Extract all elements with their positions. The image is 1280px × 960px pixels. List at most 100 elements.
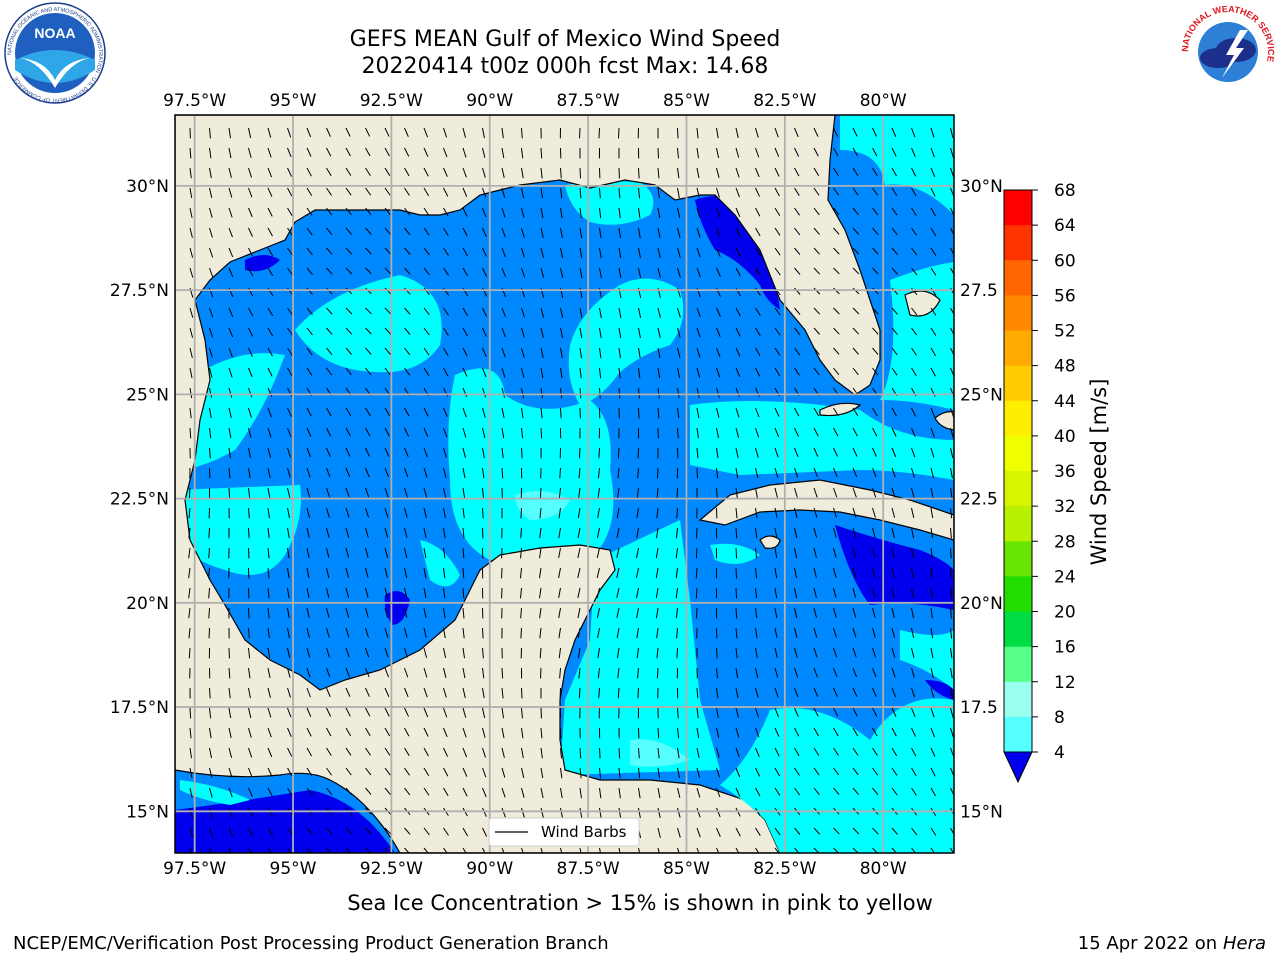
wind-barb — [833, 167, 839, 176]
wind-barb — [365, 527, 369, 538]
wind-barb — [520, 507, 522, 519]
wind-barb — [228, 367, 233, 378]
wind-barb — [560, 387, 563, 399]
wind-barb — [695, 607, 698, 619]
wind-barb — [813, 327, 821, 335]
wind-barb — [189, 747, 193, 759]
wind-barb — [558, 607, 561, 619]
wind-barb — [345, 467, 351, 478]
wind-barb — [657, 727, 660, 739]
wind-barb — [813, 767, 820, 776]
wind-barb — [404, 227, 411, 236]
wind-barb — [774, 607, 778, 619]
wind-barb — [540, 307, 545, 318]
wind-barb — [872, 267, 879, 275]
wind-barb — [656, 507, 659, 519]
wind-barb — [326, 847, 332, 853]
wind-barb — [911, 847, 917, 853]
wind-barb — [443, 707, 448, 718]
wind-barb — [755, 847, 760, 853]
wind-barb — [521, 247, 525, 258]
wind-barb — [540, 727, 543, 739]
wind-barb — [950, 727, 954, 738]
wind-barb — [852, 547, 857, 558]
wind-barb — [656, 627, 659, 639]
wind-barb — [677, 247, 681, 258]
wind-barb — [558, 647, 561, 659]
wind-barb — [618, 207, 621, 219]
wind-barb — [930, 567, 933, 579]
colorbar-tick-label: 4 — [1054, 743, 1065, 763]
wind-barb — [579, 327, 583, 339]
wind-barb — [852, 407, 859, 416]
wind-barb — [404, 247, 411, 255]
wind-barb — [345, 647, 350, 658]
wind-barb — [774, 427, 780, 438]
wind-barb — [891, 747, 898, 757]
wind-barb — [891, 547, 895, 558]
wind-barb — [655, 527, 659, 539]
wind-barb — [209, 407, 212, 419]
wind-barb — [501, 427, 505, 439]
wind-barb — [345, 827, 353, 835]
wind-barb — [248, 327, 254, 337]
wind-barb — [794, 407, 800, 417]
wind-barb — [774, 487, 778, 498]
wind-barb — [404, 487, 409, 498]
wind-barb — [911, 587, 914, 599]
wind-barb — [813, 167, 820, 177]
wind-barb — [267, 607, 270, 619]
wind-barb — [365, 467, 370, 478]
wind-barb — [813, 707, 819, 717]
wind-barb — [228, 347, 233, 358]
colorbar-tick-label: 68 — [1054, 181, 1076, 201]
wind-barb — [306, 507, 310, 518]
wind-barb — [404, 367, 411, 376]
wind-barb — [558, 567, 561, 579]
wind-barb — [423, 607, 427, 619]
wind-barb — [326, 667, 331, 678]
wind-barb — [891, 267, 898, 275]
wind-barb — [404, 187, 410, 196]
wind-barb — [209, 687, 211, 699]
colorbar-bin — [1004, 400, 1032, 437]
wind-barb — [482, 807, 487, 817]
wind-barb — [891, 647, 896, 658]
wind-barb — [539, 647, 542, 659]
lon-label-bottom: 85°W — [663, 859, 710, 879]
wind-barb — [774, 147, 780, 158]
wind-barb — [443, 167, 448, 177]
wind-barb — [735, 467, 739, 479]
wind-barb — [326, 567, 330, 578]
wind-barb — [755, 527, 758, 539]
wind-barb — [365, 727, 371, 737]
wind-barb — [248, 667, 251, 679]
lon-label-top: 97.5°W — [163, 91, 226, 111]
wind-barb — [891, 227, 898, 236]
wind-barb — [794, 467, 799, 478]
wind-barb — [833, 187, 840, 196]
wind-barb — [735, 447, 739, 459]
wind-barb — [267, 667, 271, 679]
wind-barb — [872, 787, 879, 796]
wind-barb — [228, 387, 233, 398]
legend-label: Wind Barbs — [541, 823, 627, 841]
wind-barb — [443, 447, 447, 458]
wind-barb — [501, 787, 506, 798]
wind-barb — [560, 407, 562, 419]
wind-barb — [287, 487, 291, 498]
wind-barb — [521, 787, 525, 798]
wind-barb — [248, 827, 254, 837]
wind-barb — [560, 807, 563, 819]
wind-barb — [794, 707, 799, 717]
wind-barb — [618, 387, 621, 399]
wind-barb — [384, 327, 392, 335]
wind-barb — [950, 827, 954, 836]
wind-barb — [596, 607, 600, 619]
wind-barb — [813, 187, 820, 196]
wind-barb — [794, 147, 800, 157]
wind-barb — [638, 307, 642, 319]
wind-barb — [716, 407, 720, 418]
wind-barb — [443, 187, 449, 197]
wind-barb — [638, 347, 641, 359]
